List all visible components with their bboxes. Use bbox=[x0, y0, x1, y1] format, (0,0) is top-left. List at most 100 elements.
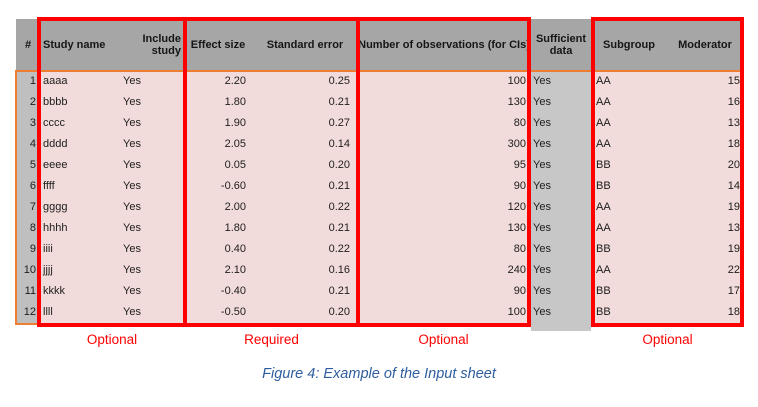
cell-num-observations[interactable]: 80 bbox=[358, 113, 530, 134]
cell-standard-error[interactable]: 0.20 bbox=[252, 155, 358, 176]
cell-moderator[interactable]: 15 bbox=[666, 71, 744, 92]
cell-study-name[interactable]: llll bbox=[40, 302, 120, 323]
cell-row-number: 12 bbox=[16, 302, 40, 323]
cell-include-study[interactable]: Yes bbox=[120, 176, 184, 197]
cell-standard-error[interactable]: 0.21 bbox=[252, 176, 358, 197]
cell-study-name[interactable]: aaaa bbox=[40, 71, 120, 92]
cell-include-study[interactable]: Yes bbox=[120, 281, 184, 302]
cell-subgroup[interactable]: AA bbox=[592, 260, 666, 281]
cell-subgroup[interactable]: AA bbox=[592, 71, 666, 92]
table-row: 2 bbbb Yes 1.80 0.21 130 Yes AA 16 bbox=[16, 92, 744, 113]
cell-study-name[interactable]: gggg bbox=[40, 197, 120, 218]
cell-study-name[interactable]: jjjj bbox=[40, 260, 120, 281]
cell-effect-size[interactable]: 0.05 bbox=[184, 155, 252, 176]
cell-num-observations[interactable]: 90 bbox=[358, 176, 530, 197]
cell-subgroup[interactable]: AA bbox=[592, 92, 666, 113]
cell-effect-size[interactable]: -0.60 bbox=[184, 176, 252, 197]
cell-subgroup[interactable]: BB bbox=[592, 281, 666, 302]
cell-num-observations[interactable]: 240 bbox=[358, 260, 530, 281]
header-sufficient-data[interactable]: Sufficient data bbox=[530, 19, 592, 71]
header-effect-size[interactable]: Effect size bbox=[184, 19, 252, 71]
cell-include-study[interactable]: Yes bbox=[120, 302, 184, 323]
cell-moderator[interactable]: 22 bbox=[666, 260, 744, 281]
cell-standard-error[interactable]: 0.21 bbox=[252, 218, 358, 239]
cell-standard-error[interactable]: 0.22 bbox=[252, 197, 358, 218]
cell-standard-error[interactable]: 0.14 bbox=[252, 134, 358, 155]
cell-standard-error[interactable]: 0.21 bbox=[252, 92, 358, 113]
cell-include-study[interactable]: Yes bbox=[120, 218, 184, 239]
cell-moderator[interactable]: 13 bbox=[666, 218, 744, 239]
cell-subgroup[interactable]: BB bbox=[592, 176, 666, 197]
cell-include-study[interactable]: Yes bbox=[120, 197, 184, 218]
cell-include-study[interactable]: Yes bbox=[120, 92, 184, 113]
cell-num-observations[interactable]: 80 bbox=[358, 239, 530, 260]
cell-effect-size[interactable]: 1.90 bbox=[184, 113, 252, 134]
cell-num-observations[interactable]: 130 bbox=[358, 92, 530, 113]
cell-include-study[interactable]: Yes bbox=[120, 113, 184, 134]
cell-subgroup[interactable]: AA bbox=[592, 134, 666, 155]
table-row: 9 iiii Yes 0.40 0.22 80 Yes BB 19 bbox=[16, 239, 744, 260]
cell-subgroup[interactable]: BB bbox=[592, 302, 666, 323]
cell-study-name[interactable]: dddd bbox=[40, 134, 120, 155]
cell-moderator[interactable]: 17 bbox=[666, 281, 744, 302]
cell-include-study[interactable]: Yes bbox=[120, 239, 184, 260]
cell-subgroup[interactable]: AA bbox=[592, 218, 666, 239]
cell-subgroup[interactable]: BB bbox=[592, 155, 666, 176]
cell-study-name[interactable]: hhhh bbox=[40, 218, 120, 239]
cell-standard-error[interactable]: 0.16 bbox=[252, 260, 358, 281]
header-row-number[interactable]: # bbox=[16, 19, 40, 71]
cell-effect-size[interactable]: 0.40 bbox=[184, 239, 252, 260]
header-moderator[interactable]: Moderator bbox=[666, 19, 744, 71]
header-num-observations[interactable]: Number of observations (for CIs) bbox=[358, 19, 530, 71]
cell-num-observations[interactable]: 95 bbox=[358, 155, 530, 176]
cell-standard-error[interactable]: 0.27 bbox=[252, 113, 358, 134]
cell-num-observations[interactable]: 130 bbox=[358, 218, 530, 239]
cell-subgroup[interactable]: BB bbox=[592, 239, 666, 260]
cell-effect-size[interactable]: 2.05 bbox=[184, 134, 252, 155]
cell-moderator[interactable]: 18 bbox=[666, 302, 744, 323]
header-study-name[interactable]: Study name bbox=[40, 19, 120, 71]
cell-effect-size[interactable]: -0.40 bbox=[184, 281, 252, 302]
cell-num-observations[interactable]: 90 bbox=[358, 281, 530, 302]
cell-moderator[interactable]: 14 bbox=[666, 176, 744, 197]
cell-study-name[interactable]: bbbb bbox=[40, 92, 120, 113]
cell-study-name[interactable]: kkkk bbox=[40, 281, 120, 302]
cell-include-study[interactable]: Yes bbox=[120, 134, 184, 155]
cell-moderator[interactable]: 19 bbox=[666, 239, 744, 260]
cell-num-observations[interactable]: 120 bbox=[358, 197, 530, 218]
cell-num-observations[interactable]: 100 bbox=[358, 302, 530, 323]
cell-num-observations[interactable]: 300 bbox=[358, 134, 530, 155]
cell-standard-error[interactable]: 0.25 bbox=[252, 71, 358, 92]
cell-standard-error[interactable]: 0.20 bbox=[252, 302, 358, 323]
cell-row-number: 6 bbox=[16, 176, 40, 197]
cell-subgroup[interactable]: AA bbox=[592, 113, 666, 134]
header-standard-error[interactable]: Standard error bbox=[252, 19, 358, 71]
cell-effect-size[interactable]: 2.20 bbox=[184, 71, 252, 92]
cell-row-number: 3 bbox=[16, 113, 40, 134]
cell-include-study[interactable]: Yes bbox=[120, 71, 184, 92]
cell-effect-size[interactable]: 1.80 bbox=[184, 92, 252, 113]
cell-moderator[interactable]: 18 bbox=[666, 134, 744, 155]
cell-standard-error[interactable]: 0.21 bbox=[252, 281, 358, 302]
header-include-study[interactable]: Include study bbox=[120, 19, 184, 71]
cell-study-name[interactable]: iiii bbox=[40, 239, 120, 260]
cell-study-name[interactable]: cccc bbox=[40, 113, 120, 134]
cell-moderator[interactable]: 19 bbox=[666, 197, 744, 218]
cell-standard-error[interactable]: 0.22 bbox=[252, 239, 358, 260]
cell-sufficient-data: Yes bbox=[530, 113, 592, 134]
header-subgroup[interactable]: Subgroup bbox=[592, 19, 666, 71]
cell-effect-size[interactable]: 1.80 bbox=[184, 218, 252, 239]
cell-include-study[interactable]: Yes bbox=[120, 260, 184, 281]
cell-num-observations[interactable]: 100 bbox=[358, 71, 530, 92]
cell-effect-size[interactable]: -0.50 bbox=[184, 302, 252, 323]
table-row: 12 llll Yes -0.50 0.20 100 Yes BB 18 bbox=[16, 302, 744, 323]
cell-effect-size[interactable]: 2.00 bbox=[184, 197, 252, 218]
cell-moderator[interactable]: 13 bbox=[666, 113, 744, 134]
cell-moderator[interactable]: 16 bbox=[666, 92, 744, 113]
cell-moderator[interactable]: 20 bbox=[666, 155, 744, 176]
cell-effect-size[interactable]: 2.10 bbox=[184, 260, 252, 281]
cell-study-name[interactable]: eeee bbox=[40, 155, 120, 176]
cell-study-name[interactable]: ffff bbox=[40, 176, 120, 197]
cell-include-study[interactable]: Yes bbox=[120, 155, 184, 176]
cell-subgroup[interactable]: AA bbox=[592, 197, 666, 218]
